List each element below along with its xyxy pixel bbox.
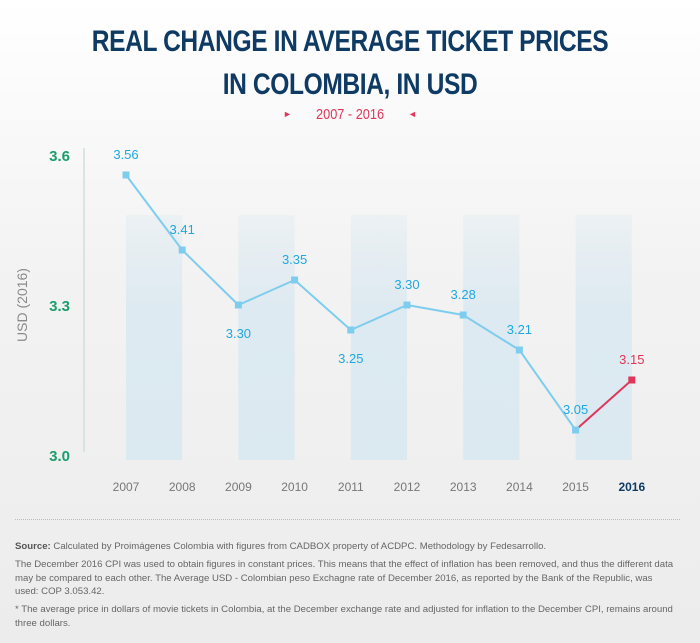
data-point-2014 (515, 346, 523, 354)
source-text: Calculated by Proimágenes Colombia with … (50, 541, 547, 552)
data-point-2008 (178, 246, 186, 254)
line-segment (125, 174, 184, 251)
line-segment (406, 304, 464, 316)
chart-title-line-1: REAL CHANGE IN AVERAGE TICKET PRICES (91, 25, 609, 58)
data-point-2015 (572, 426, 580, 434)
data-point-2007 (122, 171, 130, 179)
line-segment (462, 314, 520, 351)
line-segment (181, 249, 240, 306)
x-tick-label-2011: 2011 (338, 480, 364, 494)
y-tick-label: 3.0 (49, 448, 70, 465)
x-tick-label-2016: 2016 (618, 480, 645, 494)
source-note: Source: Calculated by Proimágenes Colomb… (15, 540, 675, 554)
data-label-2011: 3.25 (338, 351, 363, 366)
data-point-2009 (234, 301, 242, 309)
x-tick-label-2007: 2007 (113, 480, 140, 494)
data-label-2016: 3.15 (619, 352, 644, 367)
data-point-2013 (459, 311, 467, 319)
data-label-2012: 3.30 (394, 277, 419, 292)
arrow-right-icon: ► (283, 109, 292, 119)
subtitle-text: 2007 - 2016 (315, 106, 385, 123)
x-tick-label-2008: 2008 (169, 480, 196, 494)
line-segment (350, 304, 408, 331)
data-label-2015: 3.05 (563, 402, 588, 417)
x-tick-label-2014: 2014 (506, 480, 533, 494)
line-segment (574, 379, 633, 431)
shaded-band-2009 (238, 215, 295, 460)
line-segment (293, 279, 352, 331)
data-label-2008: 3.41 (170, 222, 195, 237)
data-point-2016 (628, 376, 636, 384)
data-point-2011 (347, 326, 355, 334)
data-point-2010 (291, 276, 299, 284)
y-tick-label: 3.3 (49, 298, 70, 315)
data-point-2012 (403, 301, 411, 309)
x-tick-label-2013: 2013 (450, 480, 477, 494)
y-tick-label: 3.6 (49, 148, 70, 165)
chart-subtitle: ► 2007 - 2016 ◄ (0, 106, 700, 123)
arrow-left-icon: ◄ (408, 109, 417, 119)
line-chart: 3.0 3.3 3.6 USD (2016) 3.56 3.41 3.30 3.35 3.25 3… (14, 147, 645, 494)
x-tick-label-2010: 2010 (281, 480, 308, 494)
shaded-band-2013 (463, 215, 520, 460)
data-label-2013: 3.28 (451, 287, 476, 302)
x-tick-label-2015: 2015 (562, 480, 589, 494)
y-axis-label: USD (2016) (14, 268, 30, 342)
chart-title-line-2: IN COLOMBIA, IN USD (222, 68, 478, 101)
footnote: * The average price in dollars of movie … (15, 604, 673, 629)
x-tick-label-2009: 2009 (225, 480, 252, 494)
data-label-2010: 3.35 (282, 252, 307, 267)
data-label-2014: 3.21 (507, 322, 532, 337)
line-segment (518, 349, 577, 431)
data-label-2009: 3.30 (226, 326, 251, 341)
shaded-band-2015 (575, 215, 632, 460)
line-segment (237, 279, 296, 306)
shaded-band-2011 (350, 215, 407, 460)
shaded-band-2007 (126, 215, 183, 460)
x-tick-label-2012: 2012 (394, 480, 421, 494)
source-label: Source: (15, 541, 51, 552)
data-label-2007: 3.56 (113, 147, 138, 162)
methodology-note: The December 2016 CPI was used to obtain… (15, 559, 674, 597)
footer-divider (15, 519, 680, 520)
